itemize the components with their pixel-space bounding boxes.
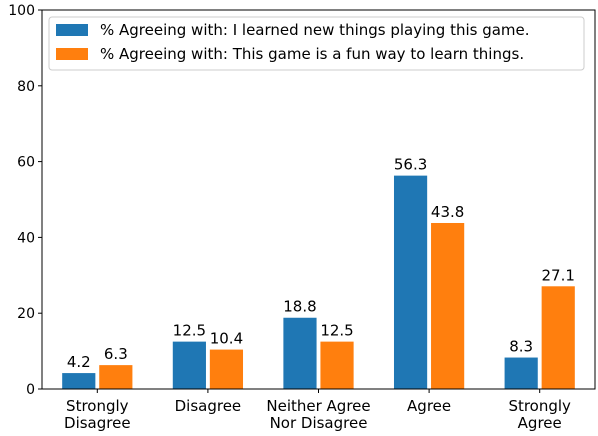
y-tick-label: 80: [17, 79, 35, 95]
data-label: 56.3: [394, 156, 427, 174]
data-labels-group: 4.212.518.856.38.36.310.4 12.543.827.1: [67, 156, 575, 371]
bar-series-1: [393, 175, 428, 389]
x-tick-label: Disagree: [175, 397, 242, 415]
x-tick-label-line: Strongly: [508, 397, 571, 415]
data-label: 4.2: [67, 353, 91, 371]
x-tick-label-line: Nor Disagree: [270, 414, 368, 432]
bars-group: [62, 175, 575, 389]
y-axis: 0 20 40 60 80 100: [8, 3, 42, 398]
legend-swatch: [56, 48, 88, 60]
legend-label: % Agreeing with: This game is a fun way …: [100, 45, 524, 63]
legend: % Agreeing with: I learned new things pl…: [48, 16, 585, 71]
y-tick-label: 0: [26, 382, 35, 398]
bar-series-2: [431, 222, 465, 389]
y-tick-label: 20: [17, 306, 35, 322]
bar-series-2: [209, 349, 244, 389]
x-tick-label-line: Neither Agree: [266, 397, 370, 415]
data-label: 8.3: [509, 338, 533, 356]
legend-swatch: [56, 24, 88, 36]
data-label: 27.1: [542, 266, 575, 284]
plot-frame: [41, 9, 596, 390]
y-tick-label: 40: [17, 230, 35, 246]
data-label: 12.5: [173, 322, 206, 340]
x-tick-label-line: Strongly: [66, 397, 129, 415]
bar-series-2: [541, 286, 575, 389]
bar-series-2: [99, 365, 133, 389]
data-label: 43.8: [431, 203, 464, 221]
x-tick-label: Strongly Agree: [508, 397, 571, 432]
bar-series-1: [172, 341, 206, 389]
bar-series-1: [283, 317, 317, 389]
y-tick-label: 100: [8, 3, 35, 19]
data-label: 10.4: [210, 330, 243, 348]
x-tick-label-line: Agree: [407, 397, 451, 415]
bar-series-1: [62, 373, 96, 389]
bar-series-2: [320, 341, 354, 389]
data-label: 6.3: [104, 345, 128, 363]
x-tick-label: Agree: [407, 397, 451, 415]
data-label: 12.5: [320, 322, 353, 340]
bar-series-1: [504, 357, 538, 389]
y-tick-label: 60: [17, 155, 35, 171]
legend-box: [48, 16, 585, 71]
legend-label: % Agreeing with: I learned new things pl…: [100, 21, 530, 39]
data-label: 18.8: [283, 298, 316, 316]
x-tick-label: Neither Agree Nor Disagree: [266, 397, 370, 432]
x-tick-label: Strongly Disagree: [64, 397, 131, 432]
x-tick-label-line: Disagree: [175, 397, 242, 415]
x-tick-label-line: Agree: [518, 414, 562, 432]
x-tick-label-line: Disagree: [64, 414, 131, 432]
